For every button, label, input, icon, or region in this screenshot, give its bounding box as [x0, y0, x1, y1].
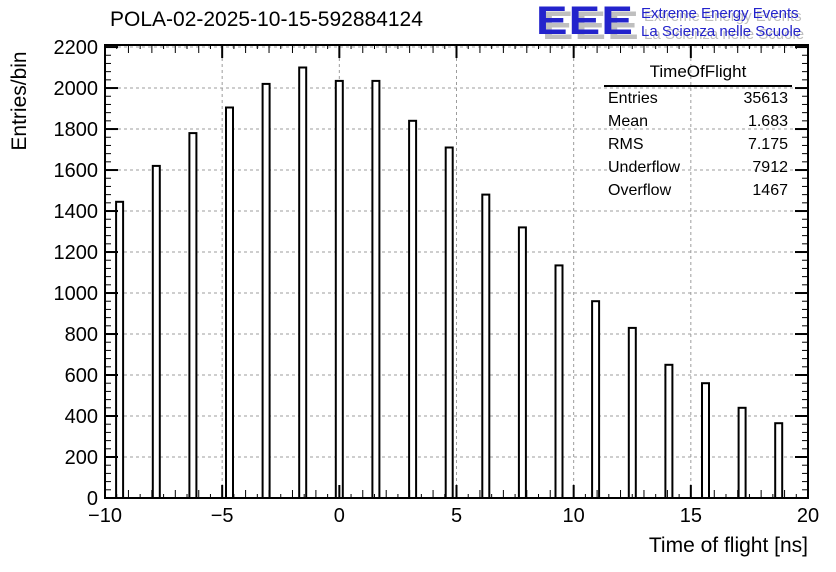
x-tick-label: −10 — [88, 505, 122, 527]
y-tick-label: 1400 — [54, 201, 99, 223]
stats-label: Entries — [608, 90, 658, 107]
x-tick-label: 0 — [334, 505, 345, 527]
eee-logo-text: Extreme Energy Events La Scienza nelle S… — [641, 2, 801, 41]
y-tick-label: 200 — [65, 447, 98, 469]
stats-label: Overflow — [608, 182, 672, 199]
stats-row-entries: Entries 35613 — [604, 87, 792, 110]
y-tick-label: 400 — [65, 406, 98, 428]
y-tick-label: 2000 — [54, 78, 99, 100]
histogram-bar — [444, 146, 454, 499]
histogram-bar — [261, 82, 271, 500]
eee-logo-acronym: EEE — [536, 0, 634, 43]
eee-logo: EEE Extreme Energy Events La Scienza nel… — [536, 0, 801, 43]
y-tick-label: 0 — [87, 488, 98, 510]
histogram-bar — [591, 300, 601, 500]
x-tick-label: 5 — [451, 505, 462, 527]
stats-label: RMS — [608, 136, 644, 153]
stats-row-mean: Mean 1.683 — [604, 110, 792, 133]
stats-box: TimeOfFlight Entries 35613 Mean 1.683 RM… — [604, 62, 792, 202]
histogram-bar — [115, 200, 125, 500]
histogram-bar — [701, 382, 710, 500]
eee-logo-line1: Extreme Energy Events — [641, 5, 799, 22]
stats-label: Mean — [608, 113, 649, 130]
y-tick-label: 800 — [65, 324, 98, 346]
y-tick-label: 1000 — [54, 283, 99, 305]
stats-row-underflow: Underflow 7912 — [604, 156, 792, 179]
y-tick-label: 2200 — [54, 37, 99, 59]
x-tick-label: 15 — [680, 505, 702, 527]
page-title: POLA-02-2025-10-15-592884124 — [110, 8, 423, 31]
histogram-bar — [554, 264, 564, 499]
x-tick-label: 10 — [563, 505, 585, 527]
histogram-bar — [774, 422, 784, 500]
eee-logo-line2: La Scienza nelle Scuole — [641, 23, 802, 40]
stats-value: 1467 — [752, 182, 788, 199]
histogram-bar — [334, 79, 344, 500]
stats-title: TimeOfFlight — [604, 62, 792, 87]
stats-value: 1.683 — [747, 113, 788, 130]
histogram-bar — [298, 66, 308, 499]
histogram-bar — [664, 363, 674, 499]
stats-value: 35613 — [743, 90, 789, 107]
stats-value: 7912 — [752, 159, 788, 176]
histogram-bar — [371, 79, 381, 500]
histogram-bar — [408, 119, 418, 500]
y-tick-label: 600 — [65, 365, 98, 387]
histogram-bar — [737, 406, 747, 499]
stats-row-overflow: Overflow 1467 — [604, 179, 792, 202]
x-tick-label: −5 — [211, 505, 234, 527]
histogram-bar — [481, 193, 491, 499]
y-tick-label: 1600 — [54, 160, 99, 182]
histogram-bar — [188, 132, 198, 499]
stats-label: Underflow — [608, 159, 681, 176]
stats-value: 7.175 — [747, 136, 788, 153]
x-tick-label: 20 — [797, 505, 819, 527]
histogram-bar — [151, 164, 161, 499]
x-axis-title: Time of flight [ns] — [648, 534, 808, 557]
stats-row-rms: RMS 7.175 — [604, 133, 792, 156]
y-tick-label: 1200 — [54, 242, 99, 264]
y-tick-label: 1800 — [54, 119, 99, 141]
histogram-bar — [517, 226, 527, 499]
histogram-bar — [627, 326, 637, 499]
y-axis-title: Entries/bin — [8, 51, 31, 151]
histogram-bar — [225, 106, 234, 499]
